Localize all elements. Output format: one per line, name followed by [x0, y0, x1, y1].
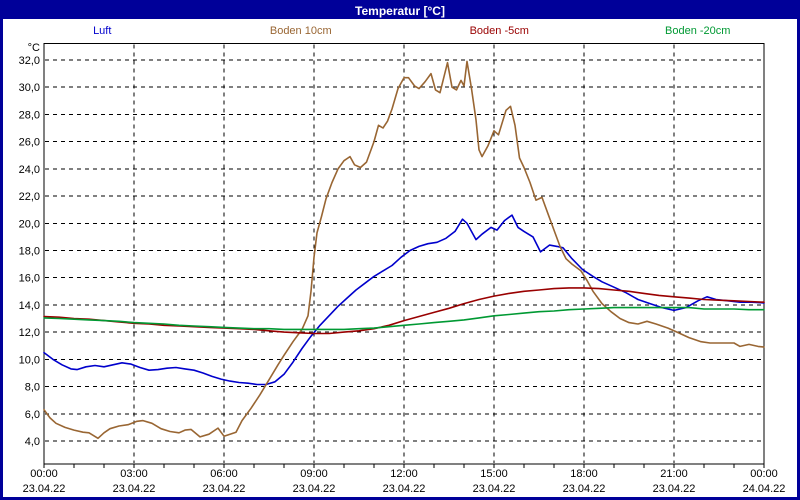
- title-bar: Temperatur [°C]: [3, 3, 797, 19]
- y-tick-label: 22,0: [19, 191, 40, 203]
- x-tick-date-label: 23.04.22: [563, 483, 606, 495]
- x-tick-date-label: 23.04.22: [203, 483, 246, 495]
- y-tick-label: 26,0: [19, 137, 40, 149]
- y-tick-label: 10,0: [19, 354, 40, 366]
- y-tick-label: 24,0: [19, 164, 40, 176]
- x-tick-time-label: 00:00: [750, 468, 778, 480]
- x-tick-time-label: 18:00: [570, 468, 598, 480]
- x-tick-time-label: 06:00: [210, 468, 238, 480]
- x-tick-time-label: 00:00: [30, 468, 58, 480]
- legend-item-boden-20cm: Boden -20cm: [665, 25, 731, 37]
- x-tick-date-label: 23.04.22: [653, 483, 696, 495]
- y-tick-label: 4,0: [25, 436, 40, 448]
- series-line-boden-10cm: [43, 60, 765, 440]
- x-tick-time-label: 12:00: [390, 468, 418, 480]
- x-tick-date-label: 23.04.22: [473, 483, 516, 495]
- series-line-boden-20cm: [43, 306, 765, 331]
- plot-frame: [43, 43, 765, 465]
- x-tick-date-label: 23.04.22: [113, 483, 156, 495]
- series-line-boden-5cm: [43, 287, 765, 335]
- y-tick-label: 18,0: [19, 245, 40, 257]
- legend-item-boden-5cm: Boden -5cm: [469, 25, 529, 37]
- y-axis-unit-label: °C: [28, 42, 40, 54]
- y-tick-label: 14,0: [19, 300, 40, 312]
- x-tick-time-label: 15:00: [480, 468, 508, 480]
- y-tick-label: 16,0: [19, 273, 40, 285]
- y-tick-label: 20,0: [19, 218, 40, 230]
- x-tick-date-label: 23.04.22: [293, 483, 336, 495]
- x-tick-time-label: 03:00: [120, 468, 148, 480]
- legend-item-luft: Luft: [93, 25, 112, 37]
- series-line-luft: [43, 214, 765, 386]
- page-title: Temperatur [°C]: [355, 4, 445, 18]
- x-tick-date-label: 23.04.22: [23, 483, 66, 495]
- x-tick-time-label: 21:00: [660, 468, 688, 480]
- y-tick-label: 8,0: [25, 382, 40, 394]
- y-tick-label: 28,0: [19, 109, 40, 121]
- y-tick-label: 30,0: [19, 82, 40, 94]
- x-tick-date-label: 24.04.22: [743, 483, 786, 495]
- temperature-chart: 32,0 30,0 28,0 26,0 24,0 22,0 20,0 18,0 16,0 14,0…: [19, 42, 786, 495]
- y-tick-label: 32,0: [19, 55, 40, 67]
- y-tick-label: 6,0: [25, 409, 40, 421]
- y-tick-label: 12,0: [19, 327, 40, 339]
- chart-legend: Luft Boden 10cm Boden -5cm Boden -20cm: [3, 23, 797, 39]
- x-tick-date-label: 23.04.22: [383, 483, 426, 495]
- x-tick-time-label: 09:00: [300, 468, 328, 480]
- legend-item-boden-10cm: Boden 10cm: [269, 25, 332, 37]
